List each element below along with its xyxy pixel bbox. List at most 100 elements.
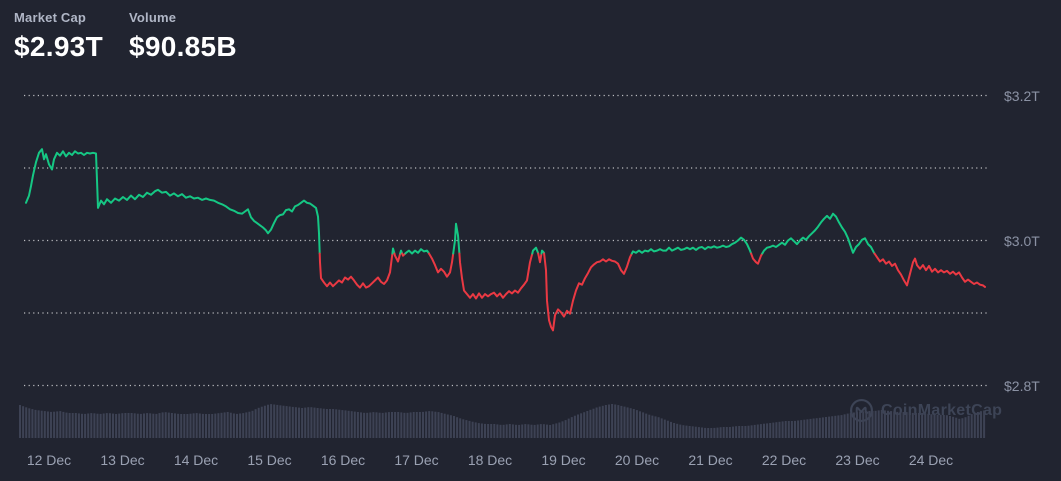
volume-bar — [90, 413, 93, 438]
volume-bar — [434, 411, 437, 438]
volume-bar — [763, 423, 765, 438]
volume-bar — [663, 419, 666, 438]
volume-bar — [409, 412, 412, 438]
volume-bar — [939, 415, 942, 438]
volume-bar — [332, 409, 335, 438]
market-cap-line-segment-down — [537, 252, 543, 264]
volume-bar — [639, 411, 641, 438]
volume-bar — [338, 409, 341, 438]
volume-bar — [701, 427, 703, 438]
volume-bar — [949, 416, 951, 438]
volume-bar — [803, 419, 806, 438]
volume-bar — [71, 413, 74, 438]
volume-bar — [372, 412, 375, 438]
volume-bar — [555, 423, 558, 438]
volume-bar — [750, 425, 753, 438]
volume-bar — [648, 414, 651, 438]
volume-bar — [201, 413, 204, 438]
volume-bar — [291, 406, 294, 439]
volume-bar — [936, 415, 939, 438]
volume-bar — [694, 426, 697, 438]
volume-bar — [99, 413, 102, 438]
volume-bar — [387, 412, 390, 438]
volume-bar — [511, 424, 514, 438]
volume-bar — [725, 427, 728, 438]
volume-bar — [273, 404, 276, 438]
volume-bar — [970, 414, 973, 438]
volume-bar — [477, 423, 480, 438]
market-cap-line-segment-down — [750, 252, 764, 265]
volume-bar — [592, 408, 595, 438]
volume-bar — [490, 424, 493, 438]
volume-bar — [973, 413, 976, 438]
volume-bar — [921, 413, 924, 438]
volume-bar — [183, 414, 186, 438]
volume-bar — [474, 422, 477, 438]
volume-bar — [211, 414, 214, 438]
volume-bar — [784, 421, 787, 438]
volume-bar — [214, 413, 217, 438]
volume-bar — [942, 415, 945, 438]
volume-bar — [192, 413, 195, 438]
volume-bar — [719, 427, 722, 438]
volume-bar — [781, 421, 784, 438]
volume-bar — [19, 405, 21, 438]
volume-bar — [546, 424, 548, 438]
volume-bar — [462, 419, 465, 438]
volume-bar — [595, 407, 598, 438]
volume-bar — [177, 413, 180, 438]
volume-bar — [313, 407, 316, 438]
volume-bar — [146, 413, 149, 438]
volume-bar — [809, 418, 812, 438]
volume-bar — [564, 420, 567, 438]
volume-bar — [77, 413, 80, 438]
volume-bar — [657, 417, 660, 438]
market-cap-line-segment-up — [25, 148, 321, 255]
volume-bar — [236, 413, 238, 438]
volume-bar — [468, 420, 471, 438]
volume-bar — [279, 405, 282, 438]
volume-bar — [301, 408, 304, 438]
volume-bar — [487, 424, 490, 438]
volume-bar — [31, 409, 34, 438]
volume-bar — [617, 405, 620, 438]
volume-bar — [428, 411, 431, 438]
volume-bar — [499, 424, 502, 438]
volume-bar — [660, 418, 663, 438]
volume-bar — [914, 413, 917, 438]
volume-bar — [443, 413, 446, 438]
volume-bar — [28, 408, 31, 438]
volume-bar — [254, 409, 257, 438]
volume-bar — [521, 424, 524, 438]
volume-bar — [961, 418, 964, 438]
volume-value: $90.85B — [128, 31, 237, 62]
volume-bar — [670, 421, 672, 438]
stat-volume: Volume $90.85B — [129, 10, 237, 63]
volume-bar — [276, 404, 279, 438]
volume-bar — [561, 421, 564, 438]
volume-bar — [800, 420, 803, 438]
volume-bar — [341, 410, 344, 438]
volume-bar — [924, 413, 927, 438]
volume-bar — [831, 416, 834, 438]
volume-bar — [542, 424, 545, 438]
volume-bar — [518, 424, 521, 438]
volume-bar — [877, 410, 880, 438]
volume-bar — [496, 424, 499, 438]
volume-bar — [927, 413, 930, 438]
volume-bar — [282, 405, 285, 438]
volume-bar — [874, 410, 877, 438]
volume-bar — [25, 407, 28, 438]
volume-bar — [403, 412, 406, 438]
market-cap-label: Market Cap — [14, 10, 87, 25]
volume-bar — [905, 412, 908, 438]
volume-bar — [539, 424, 542, 438]
volume-bar — [108, 413, 111, 438]
volume-bar — [189, 413, 192, 438]
volume-bar — [170, 413, 173, 438]
volume-bar — [133, 413, 136, 438]
market-cap-line-segment-up — [404, 248, 430, 255]
volume-bar — [558, 422, 561, 438]
